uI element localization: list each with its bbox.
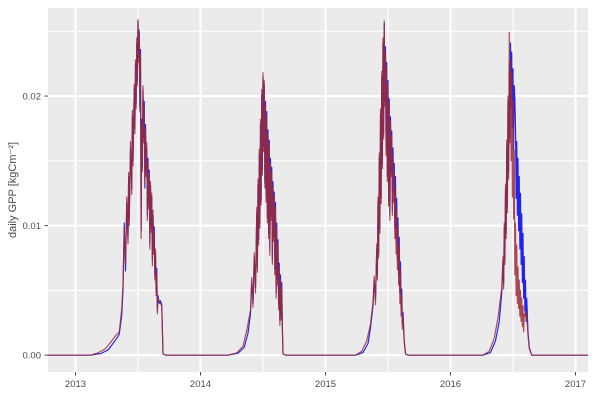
x-tick-label: 2017 <box>565 379 586 390</box>
series-line-observed <box>48 19 588 356</box>
y-tick-label: 0.02 <box>23 92 42 103</box>
x-tick-label: 2016 <box>440 379 461 390</box>
data-series-group <box>48 19 588 356</box>
y-tick-label: 0.00 <box>23 351 42 362</box>
y-tick-label: 0.01 <box>23 221 42 232</box>
y-axis-title: daily GPP [kgCm⁻²] <box>7 142 19 238</box>
x-tick-label: 2015 <box>315 379 336 390</box>
x-axis-ticks <box>75 372 576 376</box>
y-axis-ticks <box>44 95 48 356</box>
x-tick-label: 2013 <box>65 379 86 390</box>
y-axis-tick-labels: 0.00 0.01 0.02 <box>23 92 42 362</box>
x-tick-label: 2014 <box>190 379 211 390</box>
x-axis-tick-labels: 2013 2014 2015 2016 2017 <box>65 379 586 390</box>
